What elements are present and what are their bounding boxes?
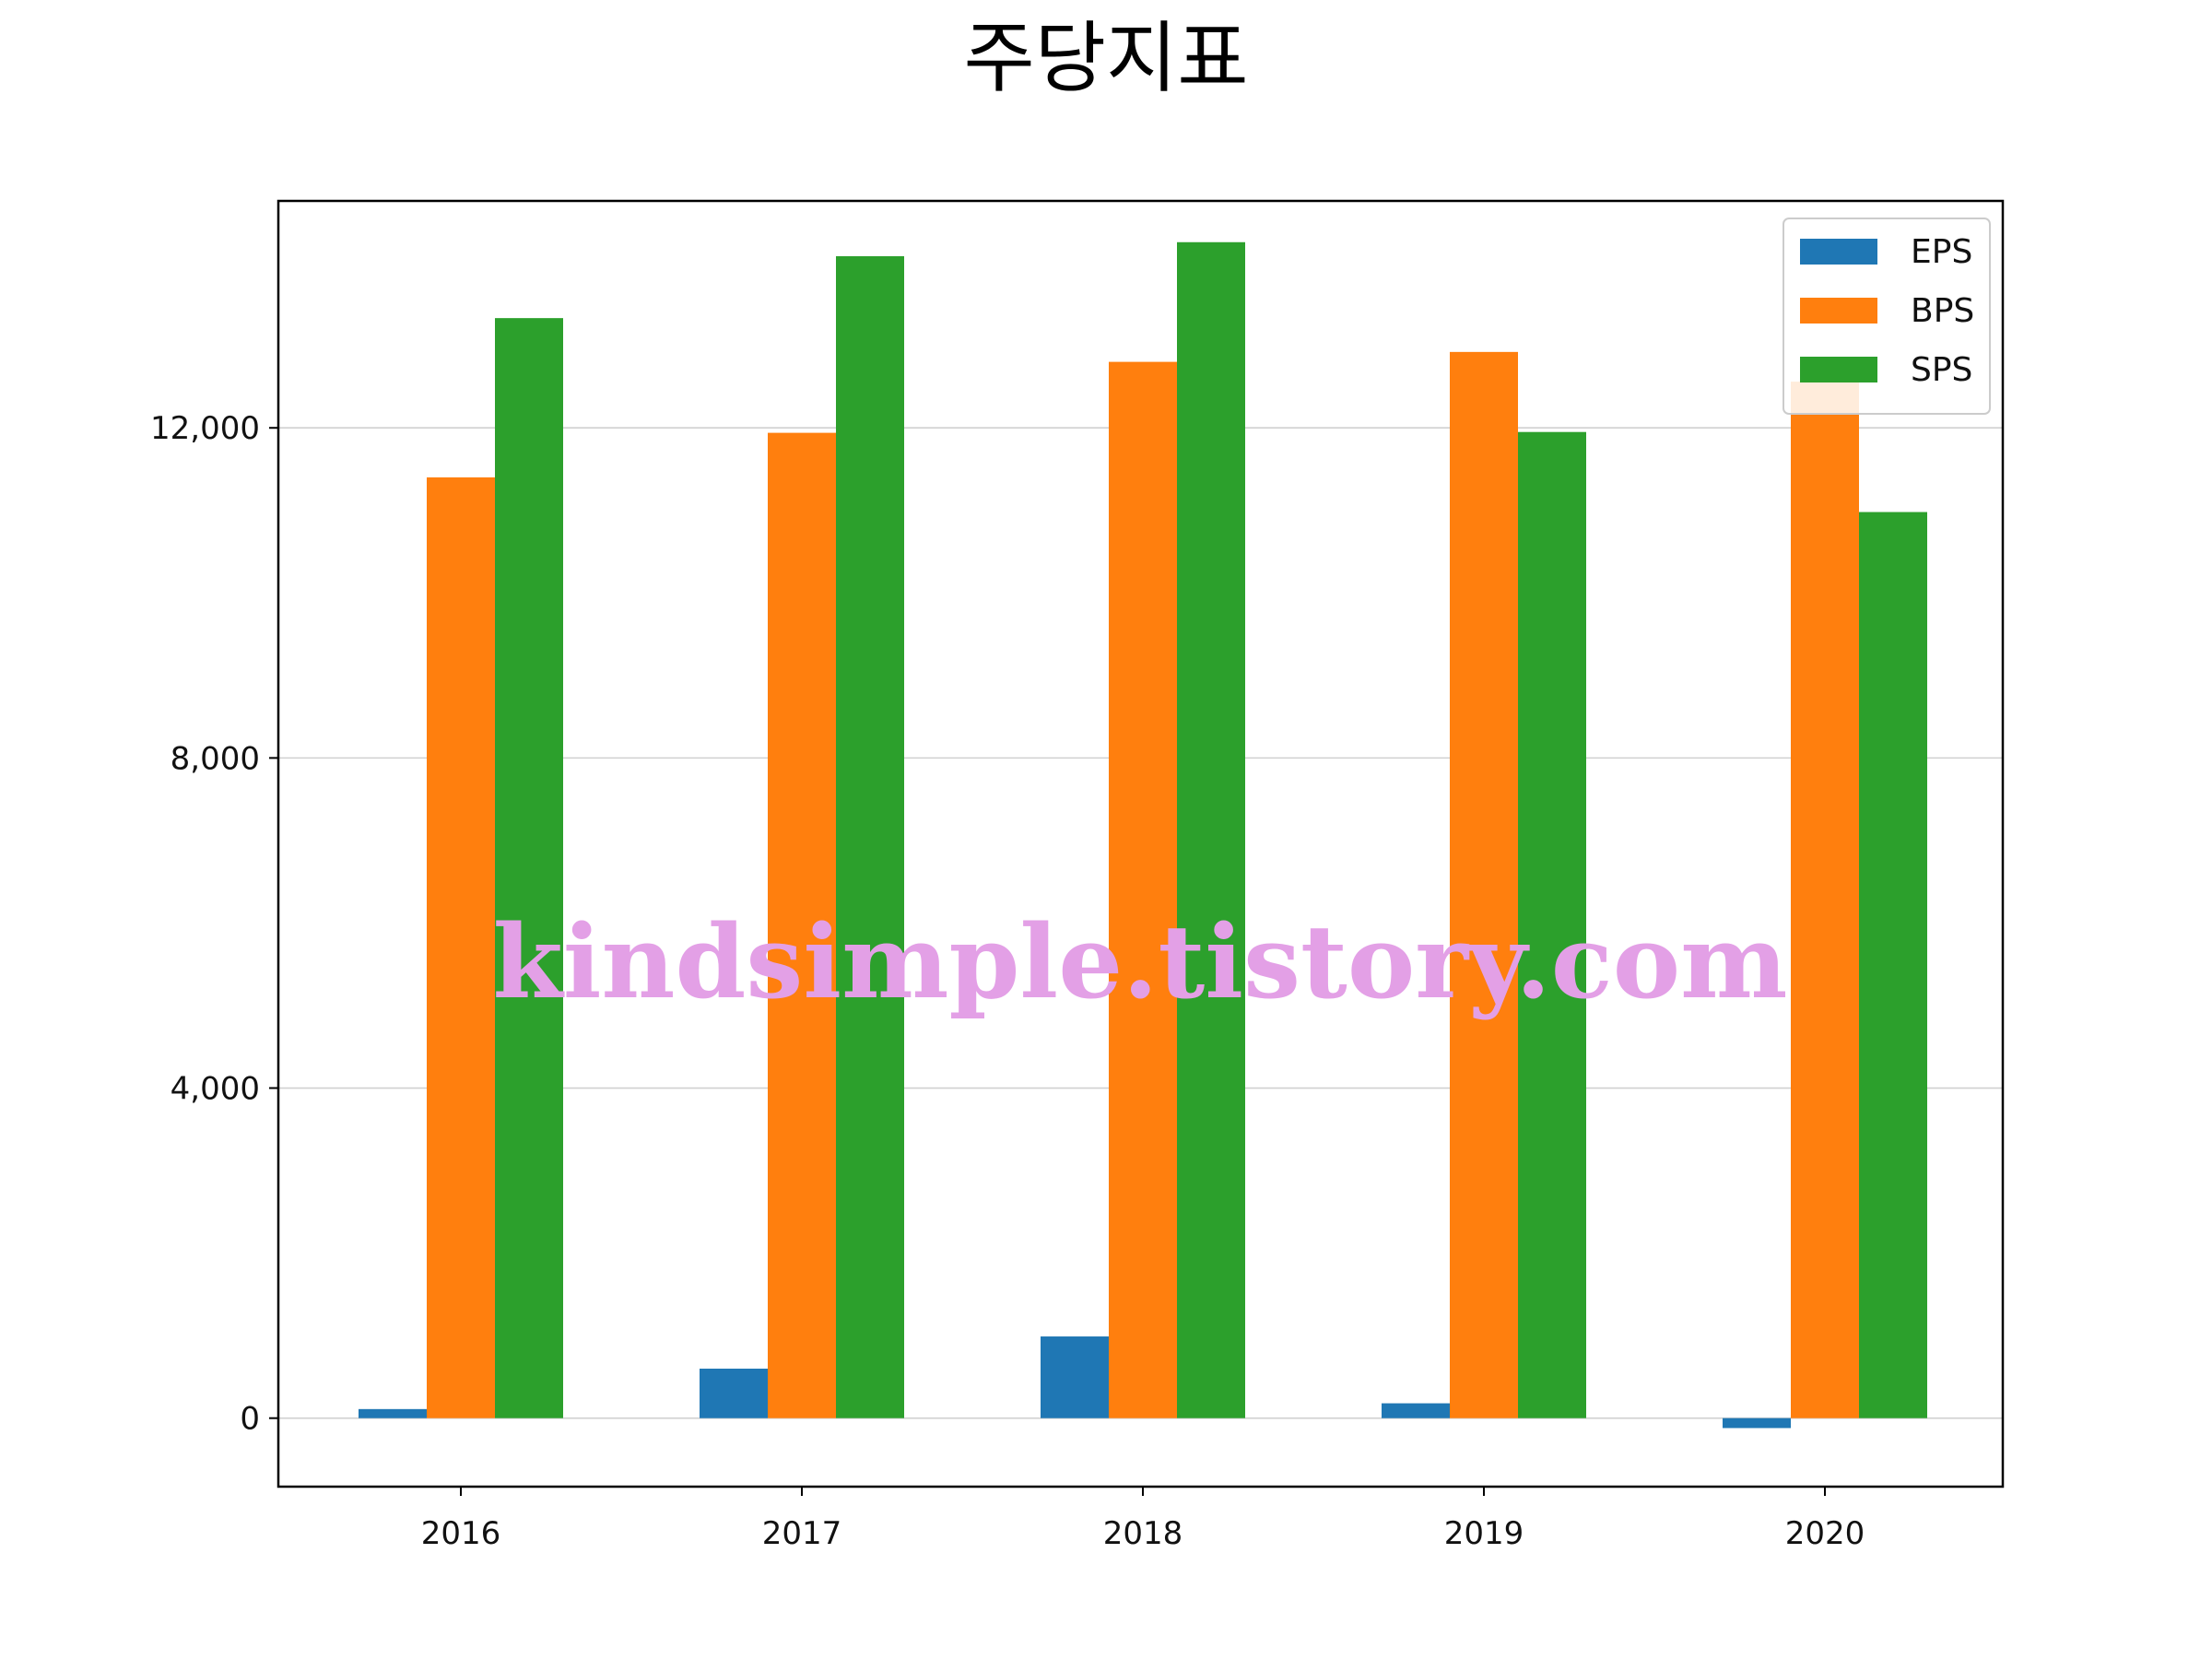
- y-tick-label-0: 0: [240, 1401, 260, 1438]
- legend-label-bps: BPS: [1911, 292, 1974, 330]
- watermark-text: kindsimple.tistory.com: [493, 902, 1788, 1021]
- chart-title: 주당지표: [963, 13, 1248, 103]
- bar-eps-2019: [1382, 1403, 1450, 1418]
- y-tick-label-1: 4,000: [171, 1071, 260, 1108]
- y-tick-label-2: 8,000: [171, 740, 260, 777]
- x-tick-label-0: 2016: [421, 1515, 501, 1552]
- plot-frame: [276, 199, 2005, 1488]
- bar-bps-2019: [1450, 351, 1518, 1418]
- legend-label-sps: SPS: [1911, 351, 1972, 389]
- bar-eps-2020: [1723, 1418, 1791, 1429]
- legend-label-eps: EPS: [1911, 233, 1972, 271]
- x-tick-label-2: 2018: [1103, 1515, 1183, 1552]
- legend-swatch-sps: [1800, 357, 1877, 382]
- watermark-group: kindsimple.tistory.com: [493, 902, 1788, 1021]
- bar-bps-2017: [768, 432, 836, 1418]
- bar-sps-2016: [495, 318, 563, 1418]
- bar-sps-2020: [1859, 512, 1927, 1418]
- bar-sps-2019: [1518, 431, 1586, 1418]
- bar-eps-2016: [359, 1408, 427, 1418]
- x-tick-label-3: 2019: [1444, 1515, 1524, 1552]
- legend: EPS BPS SPS: [1783, 218, 1991, 415]
- legend-swatch-bps: [1800, 298, 1877, 324]
- x-axis: 2016 2017 2018 2019 2020: [421, 1487, 1865, 1552]
- bar-eps-2017: [700, 1368, 768, 1418]
- x-tick-label-4: 2020: [1785, 1515, 1865, 1552]
- y-axis: 0 4,000 8,000 12,000: [150, 410, 278, 1438]
- bar-sps-2017: [836, 255, 904, 1418]
- y-tick-label-3: 12,000: [150, 410, 260, 447]
- bar-bps-2018: [1109, 361, 1177, 1418]
- x-tick-label-1: 2017: [762, 1515, 842, 1552]
- bar-bps-2016: [427, 477, 495, 1418]
- bar-eps-2018: [1041, 1336, 1109, 1418]
- bar-sps-2018: [1177, 241, 1245, 1418]
- legend-swatch-eps: [1800, 239, 1877, 265]
- bar-bps-2020: [1791, 382, 1859, 1418]
- bars-group: [359, 241, 1927, 1429]
